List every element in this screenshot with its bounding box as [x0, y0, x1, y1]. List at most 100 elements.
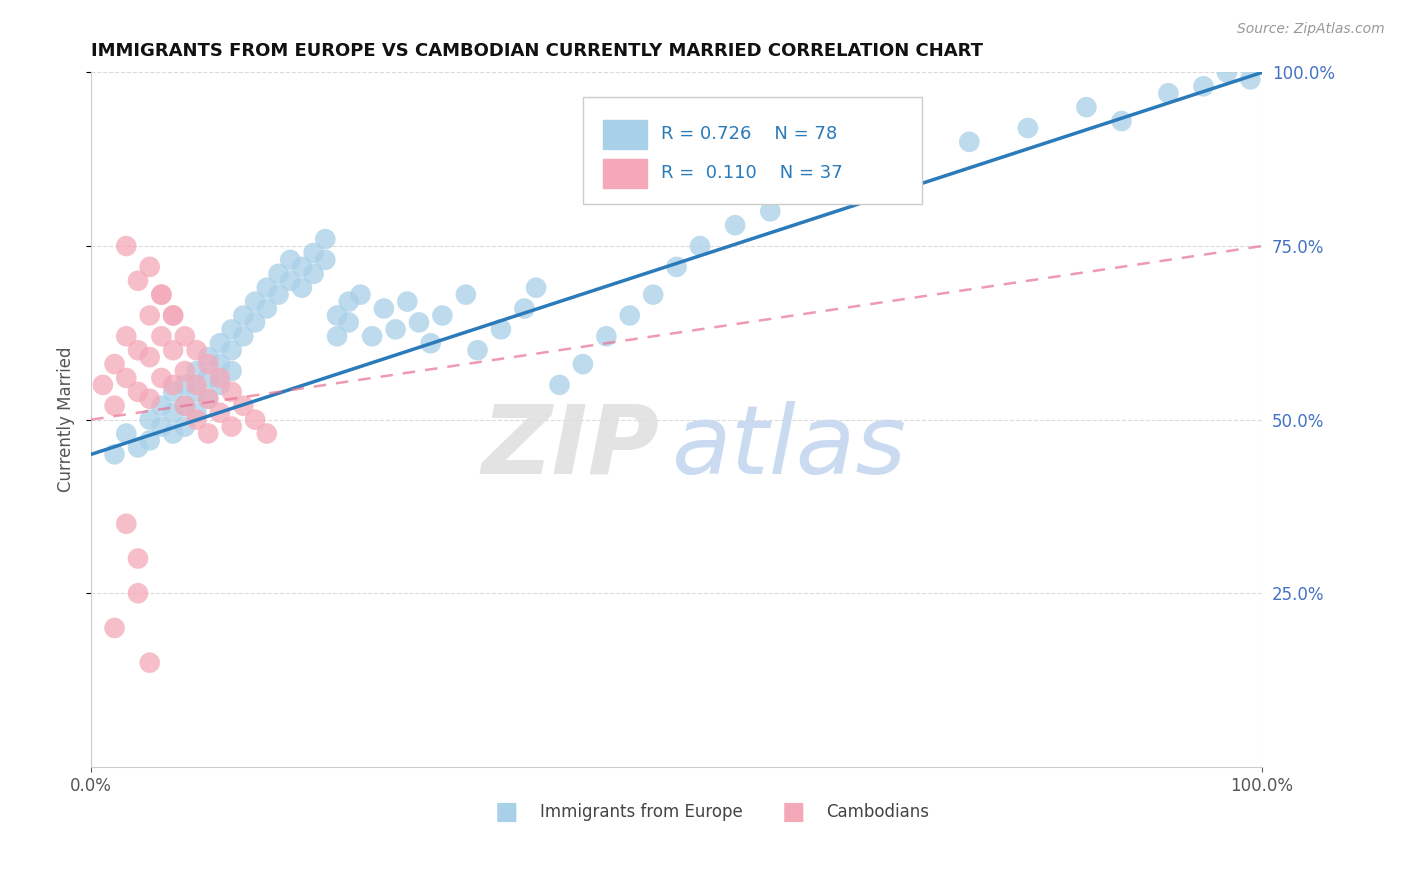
Point: [115, 239, 138, 253]
Point: [186, 406, 208, 420]
Point: [150, 399, 173, 413]
Point: [221, 364, 243, 378]
Point: [138, 392, 160, 406]
Point: [326, 309, 349, 323]
Point: [232, 329, 254, 343]
Point: [619, 309, 641, 323]
Point: [243, 412, 266, 426]
Point: [256, 426, 278, 441]
Point: [724, 218, 747, 232]
Point: [197, 392, 219, 406]
Text: R =  0.110    N = 37: R = 0.110 N = 37: [661, 164, 844, 182]
Point: [208, 378, 231, 392]
Point: [173, 378, 195, 392]
Point: [489, 322, 512, 336]
Text: IMMIGRANTS FROM EUROPE VS CAMBODIAN CURRENTLY MARRIED CORRELATION CHART: IMMIGRANTS FROM EUROPE VS CAMBODIAN CURR…: [91, 42, 983, 60]
Point: [243, 294, 266, 309]
Point: [841, 169, 863, 184]
Point: [291, 260, 314, 274]
Point: [256, 281, 278, 295]
Point: [173, 419, 195, 434]
Text: Source: ZipAtlas.com: Source: ZipAtlas.com: [1237, 22, 1385, 37]
Point: [256, 301, 278, 316]
Point: [513, 301, 536, 316]
Point: [291, 281, 314, 295]
Point: [221, 343, 243, 358]
Point: [197, 426, 219, 441]
Point: [361, 329, 384, 343]
Point: [138, 350, 160, 364]
Bar: [603, 120, 647, 149]
Point: [173, 329, 195, 343]
Point: [208, 406, 231, 420]
Point: [548, 378, 571, 392]
Point: [186, 384, 208, 399]
Point: [138, 309, 160, 323]
Point: [103, 621, 125, 635]
Point: [337, 294, 360, 309]
Point: [454, 287, 477, 301]
Point: [115, 329, 138, 343]
Y-axis label: Currently Married: Currently Married: [58, 347, 75, 492]
Point: [208, 336, 231, 351]
Point: [197, 357, 219, 371]
Point: [396, 294, 419, 309]
Point: [138, 434, 160, 448]
Point: [138, 260, 160, 274]
Point: [127, 384, 149, 399]
Point: [278, 274, 301, 288]
Point: [221, 384, 243, 399]
Point: [103, 357, 125, 371]
Point: [1157, 87, 1180, 101]
Point: [524, 281, 547, 295]
Point: [197, 350, 219, 364]
Point: [127, 551, 149, 566]
Point: [467, 343, 489, 358]
Point: [267, 267, 290, 281]
Point: [115, 426, 138, 441]
Bar: [603, 160, 647, 188]
Point: [267, 287, 290, 301]
Point: [232, 399, 254, 413]
Point: [408, 315, 430, 329]
Point: [314, 232, 336, 246]
Point: [302, 267, 325, 281]
Point: [162, 309, 184, 323]
Point: [1239, 72, 1261, 87]
Point: [278, 252, 301, 267]
Point: [302, 246, 325, 260]
Point: [150, 419, 173, 434]
Text: Cambodians: Cambodians: [827, 803, 929, 821]
Point: [373, 301, 395, 316]
Point: [162, 378, 184, 392]
Point: [127, 586, 149, 600]
Point: [432, 309, 454, 323]
Point: [957, 135, 980, 149]
Point: [138, 656, 160, 670]
Point: [150, 329, 173, 343]
Point: [150, 287, 173, 301]
Point: [91, 378, 114, 392]
Point: [162, 406, 184, 420]
Point: [103, 447, 125, 461]
Point: [150, 371, 173, 385]
Point: [337, 315, 360, 329]
Point: [221, 419, 243, 434]
Point: [314, 252, 336, 267]
Text: ZIP: ZIP: [481, 401, 659, 494]
Point: [806, 184, 828, 198]
Point: [208, 357, 231, 371]
Point: [162, 426, 184, 441]
Point: [197, 392, 219, 406]
Text: atlas: atlas: [671, 401, 905, 494]
Point: [326, 329, 349, 343]
Point: [595, 329, 617, 343]
Point: [243, 315, 266, 329]
Text: Immigrants from Europe: Immigrants from Europe: [540, 803, 742, 821]
Point: [221, 322, 243, 336]
Point: [186, 364, 208, 378]
Point: [162, 309, 184, 323]
Point: [173, 399, 195, 413]
FancyBboxPatch shape: [583, 96, 922, 204]
Point: [127, 441, 149, 455]
